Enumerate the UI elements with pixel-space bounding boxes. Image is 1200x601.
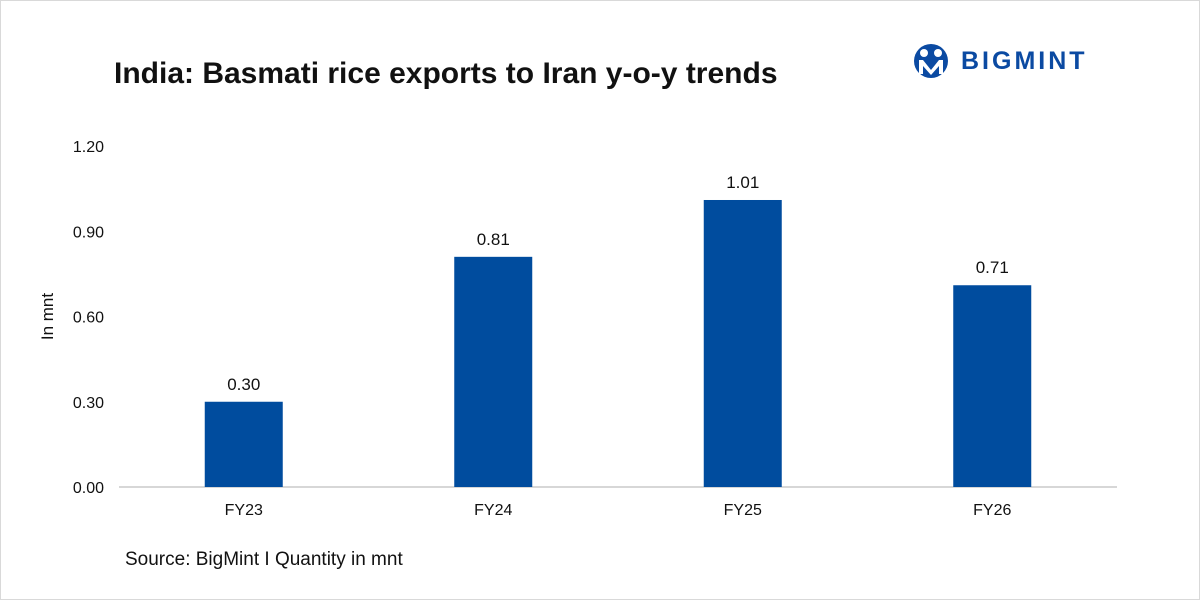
y-tick-label: 0.30	[73, 395, 104, 412]
y-axis-label: In mnt	[38, 293, 57, 341]
y-tick-label: 0.60	[73, 310, 104, 327]
bar-fy23	[204, 401, 283, 487]
logo-wordmark: BIGMINT	[961, 47, 1088, 75]
x-tick-label: FY24	[474, 502, 512, 519]
data-label: 0.71	[976, 258, 1009, 277]
y-tick-label: 0.90	[73, 224, 104, 241]
bars: 0.30 0.81 1.01 0.71	[204, 173, 1032, 487]
y-tick-label: 1.20	[73, 139, 104, 156]
x-tick-label: FY23	[225, 502, 263, 519]
y-tick-label: 0.00	[73, 480, 104, 497]
bar-fy25	[703, 199, 782, 487]
x-tick-label: FY26	[973, 502, 1011, 519]
source-note: Source: BigMint I Quantity in mnt	[125, 549, 403, 570]
x-axis-labels: FY23 FY24 FY25 FY26	[225, 502, 1012, 519]
bigmint-logo: BIGMINT	[911, 41, 1111, 83]
bigmint-logo-icon	[914, 44, 948, 78]
x-tick-label: FY25	[724, 502, 762, 519]
bar-fy24	[454, 256, 533, 487]
chart-title: India: Basmati rice exports to Iran y-o-…	[114, 57, 778, 90]
data-label: 0.30	[227, 375, 260, 394]
data-label: 1.01	[726, 173, 759, 192]
bar-fy26	[953, 285, 1032, 487]
y-axis-ticks: 0.00 0.30 0.60 0.90 1.20	[73, 139, 104, 497]
data-label: 0.81	[477, 230, 510, 249]
